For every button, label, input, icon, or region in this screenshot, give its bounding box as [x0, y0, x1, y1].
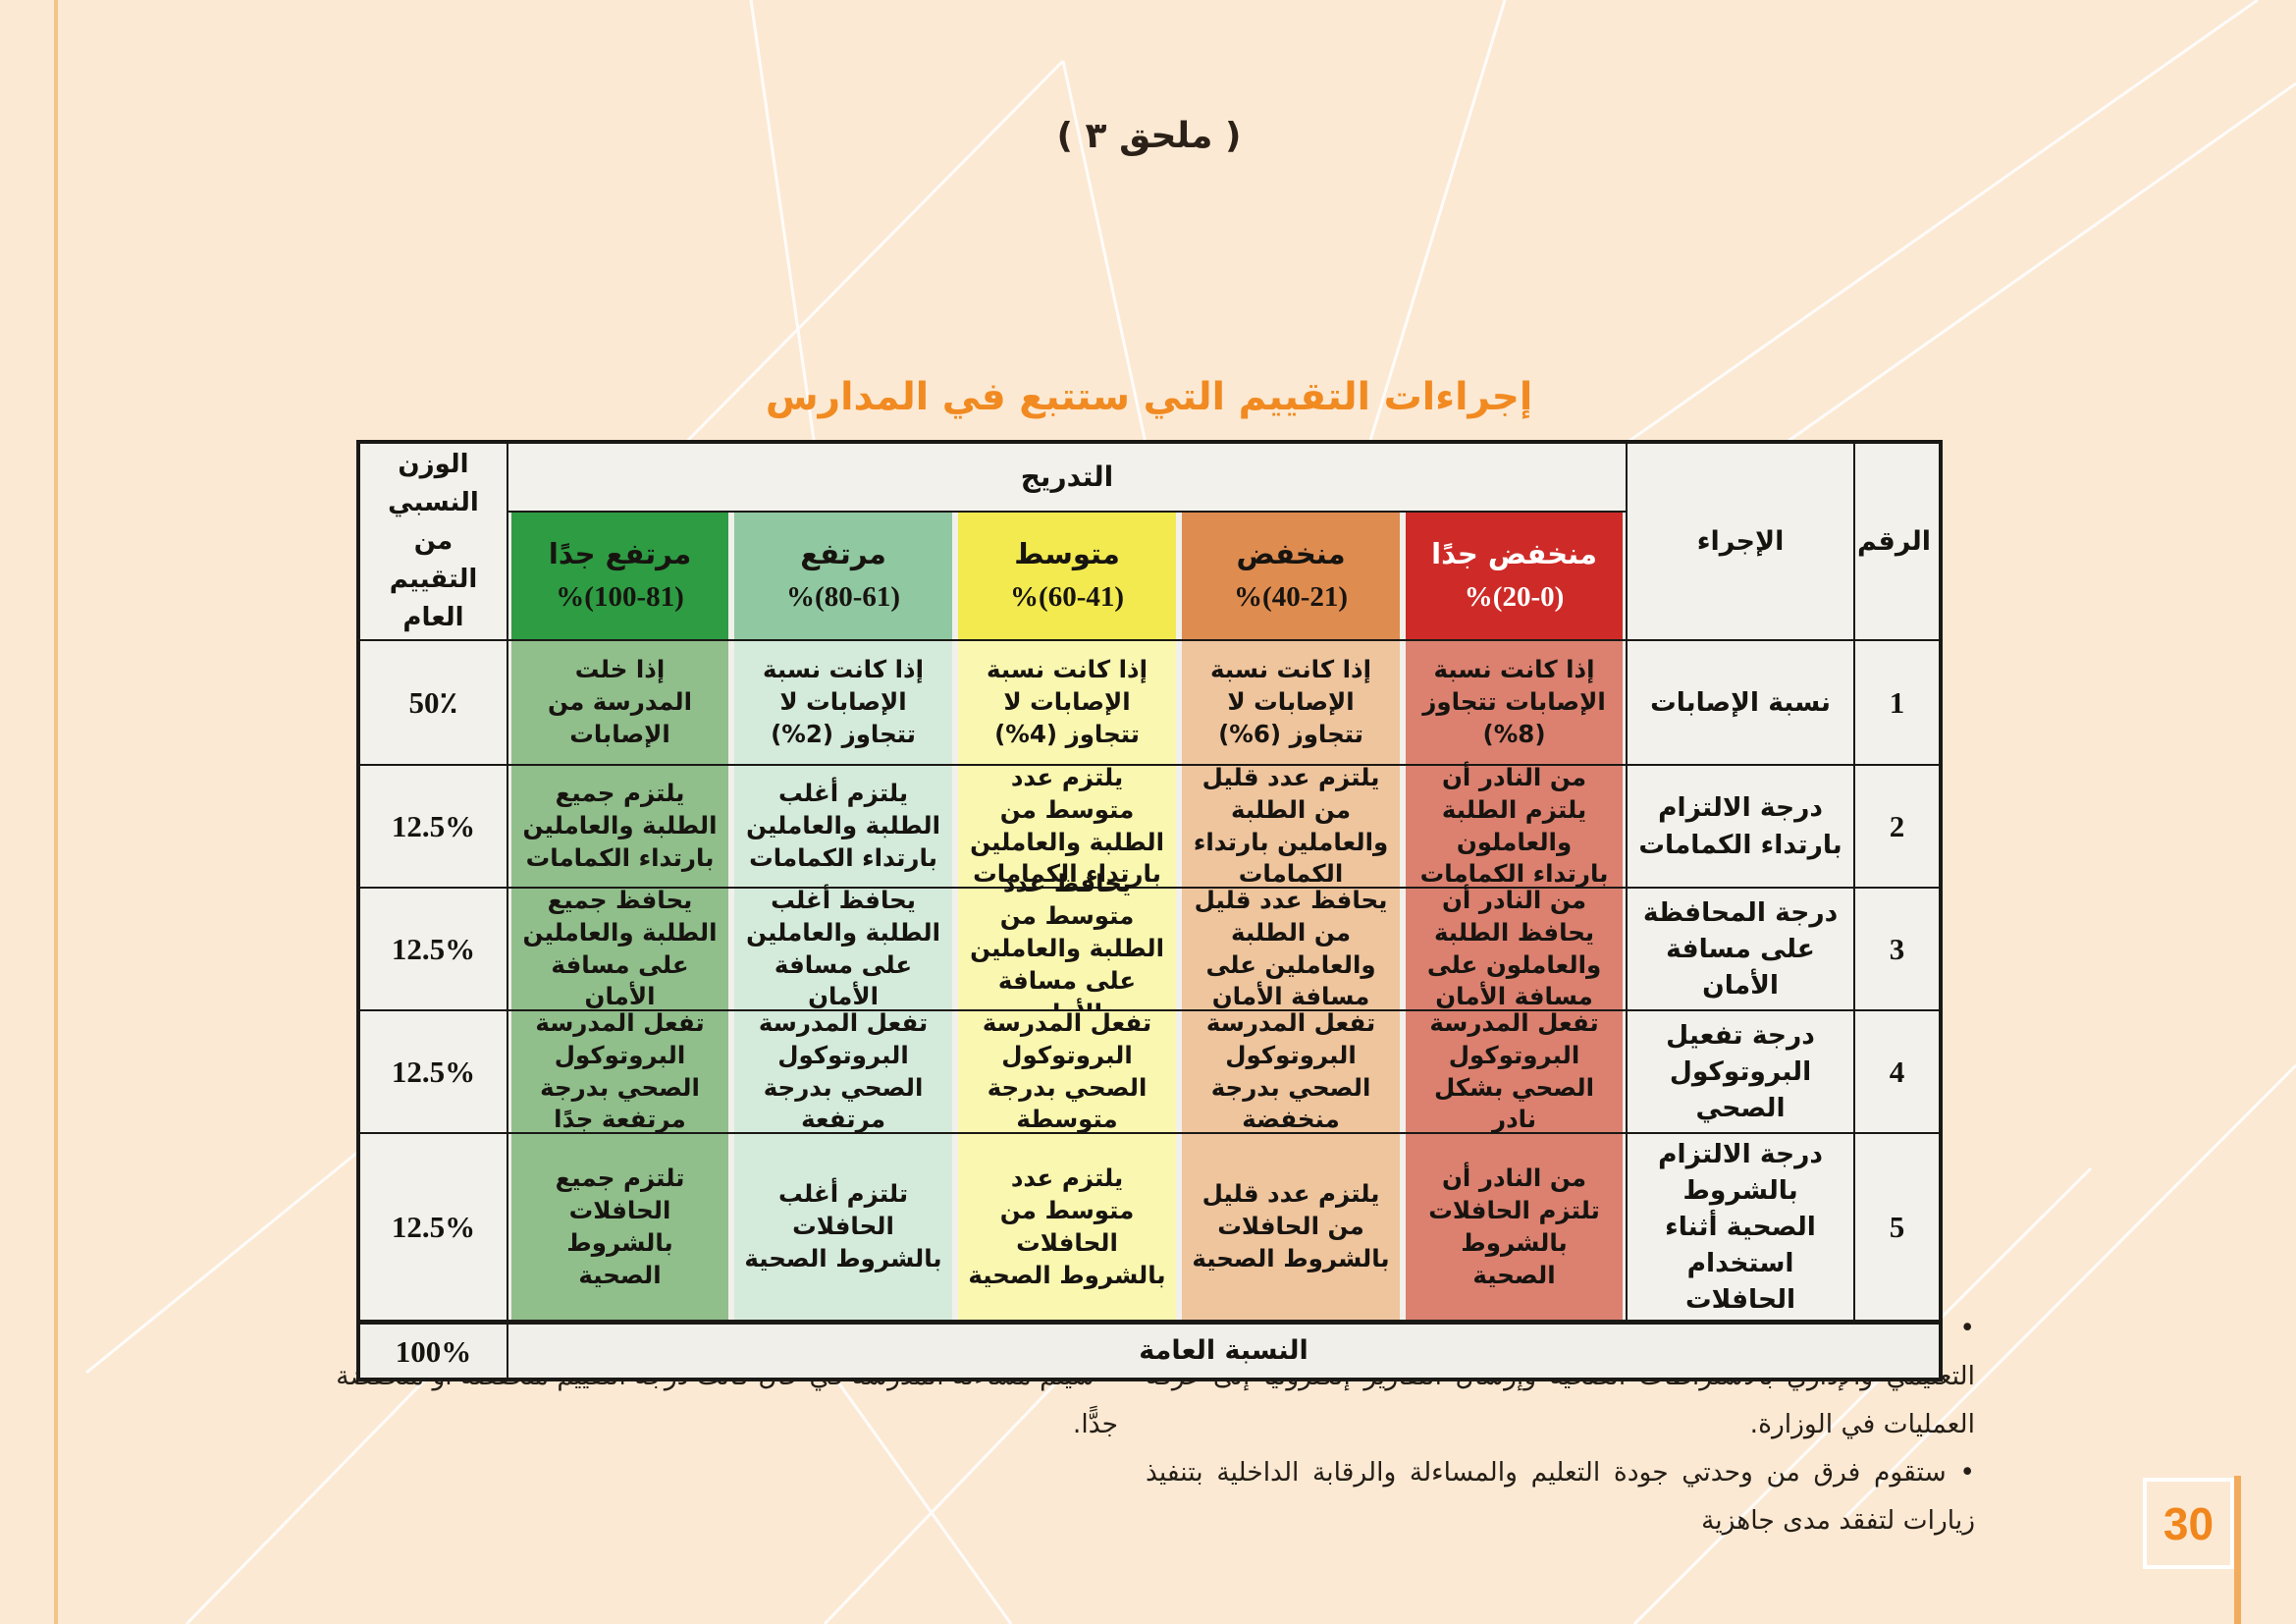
level-range: %(40-21): [1234, 580, 1349, 613]
grade-cell-high: تفعل المدرسة البروتوكول الصحي بدرجة مرتف…: [731, 1008, 956, 1134]
level-range: %(80-61): [786, 580, 901, 613]
grade-cell-high: يلتزم أغلب الطلبة والعاملين بارتداء الكم…: [731, 764, 956, 889]
row-weight: 12.5%: [357, 887, 508, 1011]
table-row: 4 درجة تفعيل البروتوكول الصحي تفعل المدر…: [357, 1008, 1943, 1134]
table-row: 1 نسبة الإصابات إذا كانت نسبة الإصابات ت…: [357, 639, 1943, 766]
grade-cell-low: يلتزم عدد قليل من الطلبة والعاملين بارتد…: [1179, 763, 1404, 889]
grade-cell-medium: إذا كانت نسبة الإصابات لا تتجاوز (4%): [955, 639, 1180, 766]
grade-cell-very-high: تلتزم جميع الحافلات بالشروط الصحية: [507, 1132, 732, 1324]
header-procedure: الإجراء: [1626, 441, 1856, 641]
level-range: %(60-41): [1010, 580, 1125, 613]
row-number: 1: [1853, 639, 1943, 766]
level-header-high: مرتفع %(80-61): [731, 511, 956, 641]
grade-cell-high: تلتزم أغلب الحافلات بالشروط الصحية: [731, 1132, 956, 1324]
row-number: 2: [1853, 764, 1943, 889]
level-header-low: منخفض %(40-21): [1179, 511, 1404, 641]
level-label: منخفض: [1236, 537, 1346, 571]
row-procedure: درجة المحافظة على مسافة الأمان: [1626, 887, 1856, 1011]
level-label: مرتفع: [800, 537, 886, 571]
header-weight: الوزن النسبي من التقييم العام: [357, 441, 508, 641]
level-header-very-high: مرتفع جدًا %(100-81): [507, 511, 732, 641]
grade-cell-medium: يلتزم عدد متوسط من الطلبة والعاملين بارت…: [955, 763, 1180, 889]
page-number: 30: [2163, 1497, 2215, 1549]
row-procedure: درجة الالتزام بارتداء الكمامات: [1626, 764, 1856, 889]
table-row: 5 درجة الالتزام بالشروط الصحية أثناء است…: [357, 1132, 1943, 1324]
row-weight: 12.5%: [357, 764, 508, 889]
table-row: 3 درجة المحافظة على مسافة الأمان من النا…: [357, 869, 1943, 1027]
header-grading: التدريج: [506, 440, 1629, 514]
grade-cell-medium: يحافظ عدد متوسط من الطلبة والعاملين على …: [955, 869, 1180, 1027]
page-number-accent-line: [2234, 1476, 2241, 1624]
header-number: الرقم: [1853, 441, 1943, 641]
level-header-very-low: منخفض جدًا %(20-0): [1403, 511, 1628, 641]
grade-cell-very-high: يلتزم جميع الطلبة والعاملين بارتداء الكم…: [507, 764, 732, 889]
row-weight: 12.5%: [357, 1132, 508, 1324]
appendix-label: ( ملحق ٣ ): [1056, 116, 1242, 156]
grade-cell-very-high: تفعل المدرسة البروتوكول الصحي بدرجة مرتف…: [507, 1008, 732, 1134]
grade-cell-high: إذا كانت نسبة الإصابات لا تتجاوز (2%): [731, 639, 956, 766]
level-range: %(20-0): [1464, 580, 1565, 613]
grade-cell-low: تفعل المدرسة البروتوكول الصحي بدرجة منخف…: [1179, 1008, 1404, 1134]
level-label: منخفض جدًا: [1431, 537, 1597, 571]
page-number-box: 30: [2143, 1478, 2234, 1569]
level-label: مرتفع جدًا: [548, 537, 692, 571]
grade-cell-very-high: يحافظ جميع الطلبة والعاملين على مسافة ال…: [507, 886, 732, 1011]
total-label: النسبة العامة: [506, 1320, 1943, 1380]
level-label: متوسط: [1014, 537, 1120, 571]
grade-cell-medium: يلتزم عدد متوسط من الحافلات بالشروط الصح…: [955, 1132, 1180, 1324]
level-range: %(100-81): [556, 580, 684, 613]
left-accent-line: [54, 0, 58, 1624]
grade-cell-medium: تفعل المدرسة البروتوكول الصحي بدرجة متوس…: [955, 1008, 1180, 1134]
evaluation-table: الرقم الإجراء التدريج الوزن النسبي من ال…: [356, 440, 1944, 1381]
row-number: 4: [1853, 1009, 1943, 1134]
grade-cell-high: يحافظ أغلب الطلبة والعاملين على مسافة ال…: [731, 886, 956, 1011]
total-row: النسبة العامة 100%: [357, 1320, 1943, 1380]
grade-cell-very-low: تفعل المدرسة البروتوكول الصحي بشكل نادر: [1403, 1008, 1628, 1134]
grade-cell-very-high: إذا خلت المدرسة من الإصابات: [507, 639, 732, 766]
total-weight: 100%: [357, 1320, 508, 1380]
level-header-medium: متوسط %(60-41): [955, 511, 1180, 641]
row-procedure: نسبة الإصابات: [1626, 639, 1856, 766]
page-title: إجراءات التقييم التي ستتبع في المدارس: [765, 375, 1533, 419]
row-weight: 50٪: [357, 639, 508, 766]
row-procedure: درجة تفعيل البروتوكول الصحي: [1626, 1009, 1856, 1134]
grade-cell-very-low: إذا كانت نسبة الإصابات تتجاوز (8%): [1403, 639, 1628, 766]
grade-cell-low: يلتزم عدد قليل من الحافلات بالشروط الصحي…: [1179, 1132, 1404, 1324]
footnote-item: • ستقوم فرق من وحدتي جودة التعليم والمسا…: [1146, 1457, 1975, 1537]
row-number: 5: [1853, 1132, 1943, 1324]
row-procedure: درجة الالتزام بالشروط الصحية أثناء استخد…: [1626, 1132, 1856, 1324]
table-row: 2 درجة الالتزام بارتداء الكمامات من النا…: [357, 763, 1943, 889]
grade-cell-very-low: من النادر أن يلتزم الطلبة والعاملون بارت…: [1403, 763, 1628, 889]
grade-cell-very-low: من النادر أن يحافظ الطلبة والعاملون على …: [1403, 886, 1628, 1011]
grade-cell-low: إذا كانت نسبة الإصابات لا تتجاوز (6%): [1179, 639, 1404, 766]
grade-cell-very-low: من النادر أن تلتزم الحافلات بالشروط الصح…: [1403, 1132, 1628, 1324]
row-number: 3: [1853, 887, 1943, 1011]
row-weight: 12.5%: [357, 1009, 508, 1134]
grade-cell-low: يحافظ عدد قليل من الطلبة والعاملين على م…: [1179, 886, 1404, 1011]
